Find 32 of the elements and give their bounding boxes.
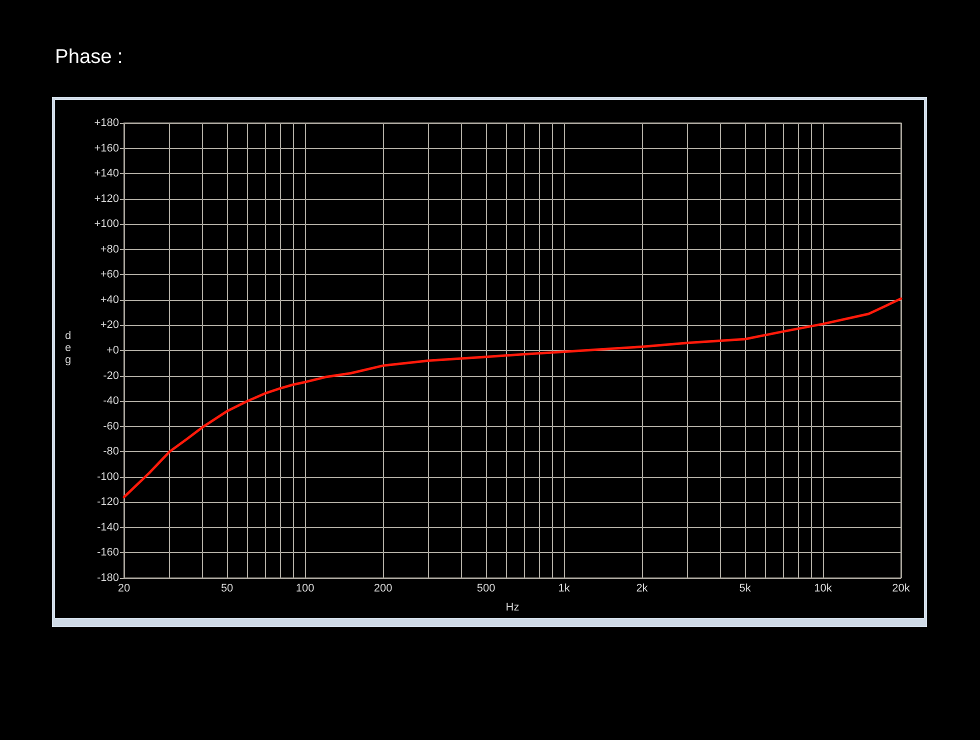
- x-tick-label: 2k: [636, 582, 648, 594]
- y-tick-label: +40: [100, 294, 119, 306]
- y-tick-label: +20: [100, 319, 119, 332]
- x-tick-label: 50: [220, 582, 234, 594]
- x-tick-label: 1k: [558, 582, 570, 594]
- x-tick-label: 5k: [739, 582, 752, 594]
- y-tick-label: +140: [94, 168, 119, 180]
- x-axis-title: Hz: [506, 602, 520, 614]
- x-tick-label: 200: [374, 582, 392, 594]
- x-tick-label: 100: [296, 582, 314, 594]
- y-tick-label: +100: [94, 218, 119, 230]
- y-tick-label: +80: [100, 243, 119, 256]
- y-tick-label: -180: [96, 572, 119, 584]
- y-tick-label: +60: [100, 268, 119, 281]
- x-tick-label: 500: [476, 582, 496, 594]
- y-tick-label: +120: [94, 192, 119, 205]
- y-tick-label: -140: [96, 521, 119, 534]
- y-tick-label: -120: [96, 496, 119, 508]
- y-tick-label: -20: [103, 370, 119, 382]
- y-tick-label: +180: [94, 117, 119, 129]
- y-tick-label: -40: [103, 395, 119, 408]
- y-tick-label: +0: [106, 344, 119, 356]
- y-axis-title: deg: [64, 330, 72, 366]
- y-tick-label: -100: [96, 470, 119, 483]
- x-tick-label: 20k: [892, 582, 910, 594]
- y-tick-label: -160: [96, 546, 119, 559]
- chart-title: Phase :: [55, 46, 123, 68]
- y-tick-label: +160: [94, 142, 119, 154]
- x-tick-label: 20: [118, 582, 130, 594]
- y-tick-label: -80: [103, 446, 119, 458]
- x-tick-label: 10k: [814, 582, 832, 594]
- y-tick-label: -60: [103, 420, 119, 432]
